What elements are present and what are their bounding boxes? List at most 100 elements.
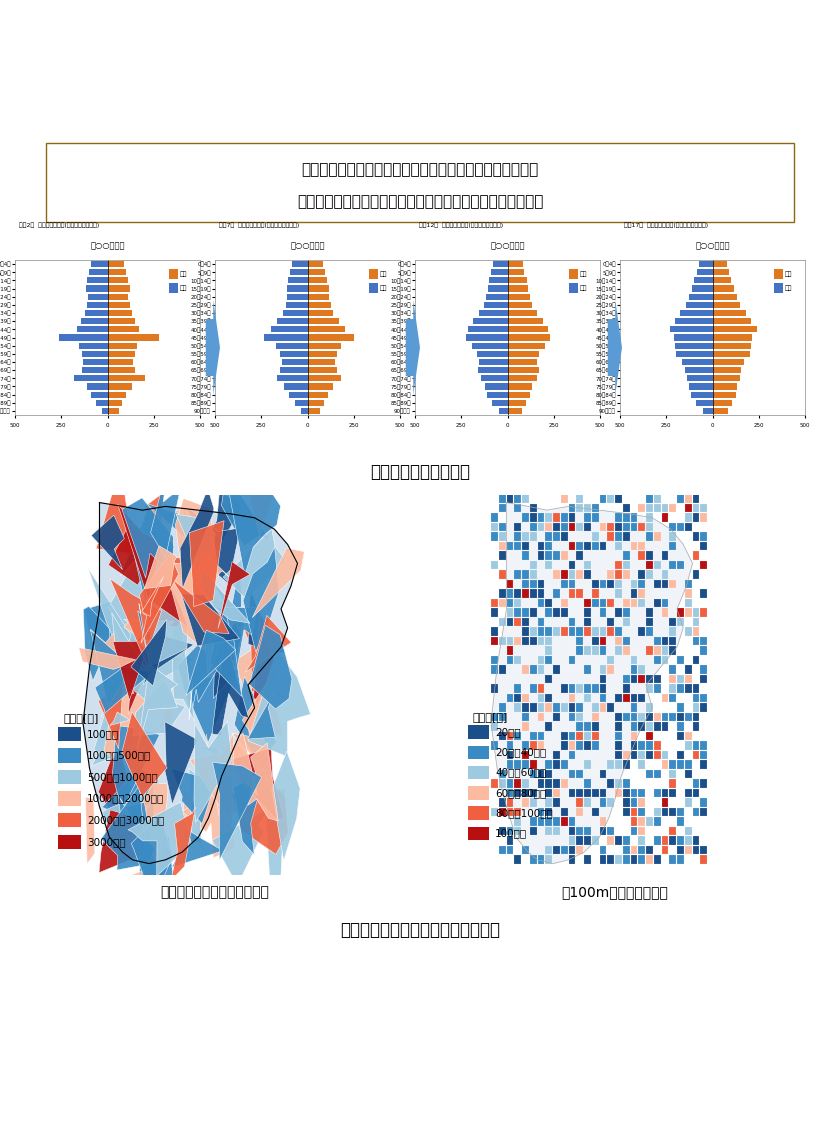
Bar: [622, 807, 630, 816]
Bar: [287, 285, 307, 291]
Bar: [662, 807, 669, 816]
Bar: [638, 722, 645, 731]
Bar: [677, 608, 684, 617]
Bar: [607, 532, 614, 541]
Bar: [553, 627, 560, 635]
Bar: [692, 495, 700, 502]
Text: 小地域(町丁・字)を単位とした将来人口・世帯予測ツールの: 小地域(町丁・字)を単位とした将来人口・世帯予測ツールの: [248, 35, 592, 55]
Bar: [701, 845, 707, 854]
Bar: [685, 845, 691, 854]
Bar: [631, 732, 638, 740]
Bar: [591, 789, 599, 797]
Bar: [685, 504, 691, 513]
Bar: [591, 741, 599, 750]
Bar: [282, 310, 307, 316]
Bar: [81, 368, 108, 373]
Bar: [569, 836, 575, 844]
Bar: [622, 570, 630, 579]
Bar: [584, 855, 591, 863]
Bar: [622, 798, 630, 807]
Bar: [514, 655, 522, 664]
Bar: [287, 293, 307, 300]
Bar: [514, 495, 522, 502]
Text: 女性: 女性: [180, 271, 187, 277]
Bar: [646, 817, 653, 826]
Bar: [507, 694, 513, 702]
Bar: [522, 589, 529, 598]
Bar: [514, 617, 522, 626]
Bar: [646, 561, 653, 569]
Polygon shape: [133, 680, 186, 735]
Bar: [631, 523, 638, 532]
Bar: [622, 636, 630, 645]
Bar: [584, 836, 591, 844]
Bar: [307, 400, 324, 406]
Bar: [530, 523, 537, 532]
Polygon shape: [129, 658, 153, 714]
Bar: [692, 617, 700, 626]
Bar: [622, 646, 630, 654]
Bar: [685, 770, 691, 778]
Bar: [545, 807, 552, 816]
Polygon shape: [133, 507, 175, 604]
Polygon shape: [123, 619, 174, 646]
Bar: [685, 789, 691, 797]
Bar: [692, 845, 700, 854]
Bar: [108, 383, 132, 390]
Bar: [507, 646, 513, 654]
Bar: [264, 335, 307, 341]
Bar: [530, 513, 537, 522]
Bar: [703, 408, 712, 414]
Bar: [631, 580, 638, 588]
Bar: [553, 789, 560, 797]
Bar: [622, 599, 630, 607]
Bar: [307, 391, 328, 398]
Bar: [600, 770, 606, 778]
Bar: [530, 685, 537, 692]
Bar: [654, 751, 661, 759]
Bar: [538, 636, 544, 645]
Bar: [569, 561, 575, 569]
Text: アウトプットのイメージ: アウトプットのイメージ: [351, 85, 489, 106]
Bar: [468, 826, 489, 840]
Bar: [576, 807, 583, 816]
Bar: [685, 627, 691, 635]
Text: 総人口[人]: 総人口[人]: [472, 713, 508, 723]
Bar: [622, 551, 630, 560]
Bar: [286, 302, 307, 308]
Bar: [692, 779, 700, 788]
Bar: [701, 532, 707, 541]
Bar: [545, 532, 552, 541]
Bar: [289, 391, 307, 398]
Bar: [569, 713, 575, 722]
Bar: [58, 726, 81, 741]
Bar: [631, 713, 638, 722]
Bar: [646, 702, 653, 711]
Bar: [615, 608, 622, 617]
Bar: [369, 269, 378, 279]
Polygon shape: [118, 795, 154, 855]
Bar: [561, 551, 568, 560]
Bar: [607, 655, 614, 664]
Bar: [646, 674, 653, 683]
Polygon shape: [197, 746, 219, 758]
Bar: [281, 359, 307, 365]
Polygon shape: [92, 515, 124, 570]
Bar: [538, 617, 544, 626]
Bar: [307, 302, 331, 308]
Bar: [307, 335, 354, 341]
Bar: [553, 513, 560, 522]
Polygon shape: [212, 636, 249, 735]
Polygon shape: [244, 628, 276, 692]
Bar: [553, 779, 560, 788]
Bar: [591, 580, 599, 588]
Bar: [576, 495, 583, 502]
Bar: [600, 685, 606, 692]
Bar: [591, 589, 599, 598]
Bar: [489, 278, 507, 283]
Bar: [569, 655, 575, 664]
Bar: [576, 789, 583, 797]
Bar: [553, 570, 560, 579]
Bar: [631, 674, 638, 683]
Bar: [685, 495, 691, 502]
